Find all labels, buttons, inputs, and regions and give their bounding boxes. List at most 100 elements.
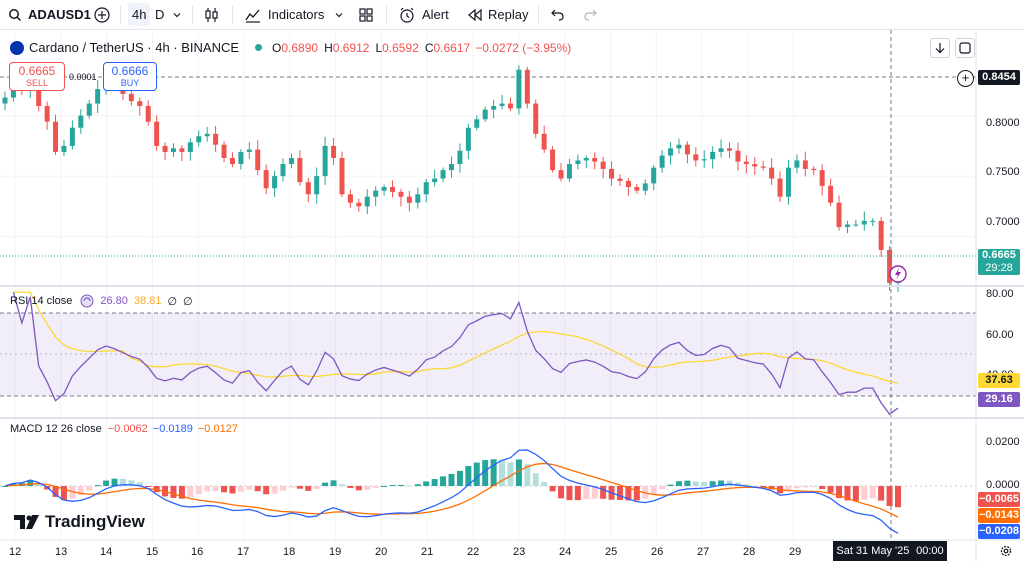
candle-body	[811, 168, 817, 171]
macd-hist-bar	[566, 486, 573, 501]
candle-body	[887, 249, 893, 283]
candle-body	[331, 145, 337, 158]
undo-button[interactable]	[549, 0, 565, 29]
candle-body	[651, 167, 657, 184]
time-tick: 29	[789, 546, 802, 558]
interval-d-button[interactable]: D	[155, 0, 164, 29]
time-tick: 13	[55, 546, 68, 558]
buy-button[interactable]: 0.6666 BUY	[103, 62, 157, 91]
candle-body	[364, 196, 370, 207]
macd-hist-bar	[684, 480, 691, 486]
rsi-tag: 29.16	[978, 392, 1020, 407]
macd-hist-bar	[2, 486, 8, 487]
candle-body	[642, 183, 648, 191]
candle-body	[314, 176, 320, 195]
macd-hist-bar	[709, 481, 716, 486]
maximize-icon	[959, 42, 971, 54]
candle-body	[457, 150, 463, 165]
candle-body	[735, 150, 741, 162]
macd-hist-bar	[785, 486, 792, 491]
time-tick: 12	[9, 546, 22, 558]
candle-body	[592, 158, 598, 162]
candle-body	[769, 167, 775, 179]
sell-button[interactable]: 0.6665 SELL	[9, 62, 65, 91]
main-legend: Cardano / TetherUS · 4h · BINANCE O 0.68…	[10, 40, 571, 55]
candle-body	[145, 105, 151, 122]
signal-value: −0.0127	[197, 423, 238, 435]
macd-hist-bar	[111, 478, 118, 486]
macd-hist-bar	[591, 486, 598, 499]
macd-hist-bar	[94, 485, 101, 487]
chart-type-button[interactable]	[203, 0, 221, 29]
candle-body	[128, 93, 134, 102]
macd-hist-bar	[524, 464, 531, 486]
macd-hist-bar	[212, 486, 219, 492]
macd-hist-bar	[650, 486, 657, 495]
alert-button[interactable]: Alert	[398, 0, 449, 29]
maximize-pane-button[interactable]	[955, 38, 975, 58]
redo-icon	[584, 9, 597, 21]
alert-label: Alert	[422, 7, 449, 22]
macd-hist-bar	[431, 479, 438, 486]
macd-hist-bar	[852, 486, 859, 501]
candle-body	[137, 101, 143, 106]
bar-countdown: 29:28	[985, 262, 1013, 274]
candle-body	[238, 151, 244, 165]
replay-button[interactable]: Replay	[466, 0, 528, 29]
rsi-label: RSI 14 close	[10, 295, 73, 307]
candle-body	[516, 69, 522, 109]
interval-dropdown[interactable]	[172, 0, 182, 29]
candle-body	[390, 187, 396, 192]
symbol-name: ADAUSD1	[28, 7, 91, 22]
time-tick: 17	[237, 546, 250, 558]
macd-hist-bar	[237, 486, 244, 492]
add-alert-plus-icon[interactable]: +	[957, 70, 974, 87]
macd-hist-bar	[507, 462, 514, 486]
macd-hist-bar	[305, 486, 312, 491]
rsi-ma-value: 38.81	[133, 295, 162, 307]
candle-body	[44, 105, 50, 122]
candle-body	[415, 194, 421, 203]
indicators-dropdown[interactable]	[334, 0, 344, 29]
candle-body	[507, 103, 513, 109]
macd-hist-bar	[659, 486, 666, 490]
macd-hist-bar	[119, 478, 126, 486]
candle-body	[246, 149, 252, 152]
macd-hist-bar	[145, 486, 152, 487]
crosshair-date: Sat 31 May '25	[836, 545, 910, 557]
macd-hist-bar	[103, 480, 110, 486]
macd-hist-bar	[878, 486, 885, 501]
ohlc-change: −0.0272 (−3.95%)	[475, 40, 572, 55]
macd-hist-bar	[246, 486, 253, 490]
candle-body	[617, 178, 623, 181]
candle-body	[600, 161, 606, 169]
layouts-button[interactable]	[358, 0, 374, 29]
candle-body	[449, 164, 454, 171]
indicators-button[interactable]: Indicators	[244, 0, 324, 29]
macd-hist-bar	[760, 486, 767, 488]
candle-body	[356, 202, 362, 207]
macd-hist-bar	[574, 486, 581, 501]
macd-hist-bar	[423, 481, 430, 486]
scroll-down-button[interactable]	[930, 38, 950, 58]
macd-hist-bar	[389, 485, 396, 487]
cardano-logo-icon	[10, 40, 24, 55]
macd-hist-bar	[195, 486, 202, 495]
macd-hist-bar	[642, 486, 649, 499]
indicators-label: Indicators	[268, 7, 325, 22]
symbol-search[interactable]: ADAUSD1	[8, 0, 91, 29]
price-tick: 0.8000	[986, 117, 1020, 129]
macd-hist-bar	[397, 484, 404, 486]
chevron-down-icon	[173, 12, 181, 17]
redo-button[interactable]	[583, 0, 599, 29]
lightning-icon[interactable]	[889, 265, 907, 283]
candle-body	[718, 148, 724, 152]
candle-body	[255, 149, 261, 171]
signal-tag: −0.0143	[978, 508, 1020, 523]
interval-4h-button[interactable]: 4h	[128, 3, 151, 26]
refresh-icon[interactable]	[80, 294, 94, 308]
compare-button[interactable]	[93, 0, 111, 29]
candle-body	[221, 144, 227, 158]
macd-hist-bar	[77, 486, 84, 496]
